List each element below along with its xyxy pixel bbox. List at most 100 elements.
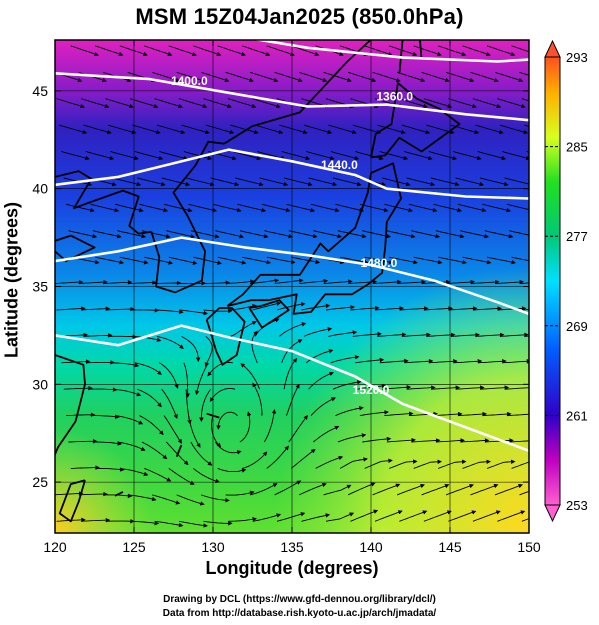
streamline-arrow <box>372 279 402 285</box>
streamline-arrow <box>379 358 409 364</box>
streamline-arrow <box>426 332 456 338</box>
streamline-arrow <box>95 256 125 265</box>
streamline-arrow <box>494 279 525 285</box>
streamline-arrow <box>362 436 392 443</box>
streamline-arrow <box>438 256 467 265</box>
streamline-arrow <box>286 383 300 416</box>
streamline-arrow <box>252 301 282 311</box>
data-credit: Data from http://database.rish.kyoto-u.a… <box>162 608 437 619</box>
streamline-arrow <box>119 467 149 476</box>
streamline-arrow <box>460 438 490 443</box>
contour-line <box>252 40 529 63</box>
streamline-arrow <box>217 45 246 57</box>
streamline-arrow <box>68 230 98 239</box>
streamline-arrow <box>323 71 352 83</box>
streamline-arrow <box>445 71 475 83</box>
streamline-arrow <box>305 349 334 364</box>
streamline-arrow <box>163 415 182 444</box>
streamline-arrow <box>288 415 308 443</box>
streamline-arrow <box>421 71 450 83</box>
streamline-arrow <box>168 256 198 265</box>
streamline-arrow <box>105 306 135 312</box>
streamline-arrow <box>448 510 477 522</box>
contour-line <box>55 72 529 122</box>
streamline-arrow <box>298 71 328 83</box>
streamline-arrow <box>266 45 295 57</box>
streamline-arrow <box>159 151 188 161</box>
y-tick-label: 35 <box>32 279 48 295</box>
streamline-arrow <box>190 441 213 466</box>
streamline-arrow <box>475 332 505 338</box>
y-tick-label: 45 <box>32 83 48 99</box>
streamline-arrow <box>506 203 529 211</box>
streamline-arrow <box>61 151 90 161</box>
streamline-arrow <box>401 124 431 135</box>
colorbar-tick-label: 277 <box>566 229 588 244</box>
streamline-arrow <box>242 45 271 57</box>
streamline-arrow <box>479 385 510 390</box>
streamline-arrow <box>152 494 181 505</box>
streamline-arrow <box>90 203 120 213</box>
contour-line <box>55 324 529 453</box>
streamline-arrow <box>55 279 84 285</box>
streamline-arrow <box>433 411 463 417</box>
streamline-arrow <box>139 203 169 213</box>
streamline-arrow <box>299 278 329 285</box>
streamline-arrow <box>212 203 242 213</box>
streamline-arrow <box>58 124 88 135</box>
streamline-arrow <box>178 98 208 109</box>
streamline-arrow <box>372 71 401 83</box>
colorbar-tick-label: 261 <box>566 408 588 423</box>
streamline-arrow <box>55 491 84 496</box>
streamline-arrow <box>227 98 257 109</box>
streamline-arrow <box>161 177 191 187</box>
streamline-arrow <box>372 483 401 496</box>
streamline-arrow <box>249 71 279 83</box>
streamline-arrow <box>364 45 393 57</box>
streamline-arrow <box>178 520 208 528</box>
streamline-arrow <box>290 448 316 469</box>
streamline-arrow <box>386 230 416 239</box>
streamline-arrow <box>448 306 478 311</box>
streamline-arrow <box>423 510 452 522</box>
streamline-arrow <box>203 308 233 314</box>
streamline-arrow <box>209 388 236 402</box>
streamline-arrow <box>509 230 529 236</box>
streamline-arrow <box>188 203 218 213</box>
streamline-arrow <box>139 415 164 436</box>
streamline-arrow <box>482 203 512 213</box>
streamline-arrow <box>201 71 230 83</box>
y-axis-label: Latitude (degrees) <box>1 201 22 359</box>
streamline-arrow <box>406 177 436 187</box>
streamline-arrow <box>384 411 414 417</box>
streamline-arrow <box>430 177 460 187</box>
streamline-arrow <box>201 494 230 503</box>
streamline-arrow <box>315 455 344 469</box>
streamline-arrow <box>161 388 178 420</box>
streamline-arrow <box>339 457 368 469</box>
streamline-arrow <box>81 517 111 523</box>
streamline-arrow <box>279 322 307 337</box>
streamline-arrow <box>274 278 304 285</box>
streamline-arrow <box>502 359 529 364</box>
streamline-arrow <box>501 151 529 161</box>
axis-ticks: 120 125 130 135 140 145 150 25 30 35 40 45 <box>32 40 541 555</box>
contour-line <box>55 148 529 200</box>
streamline-arrow <box>154 520 184 528</box>
streamline-arrow <box>328 330 358 337</box>
streamline-arrow <box>117 230 147 239</box>
streamline-arrow <box>110 362 140 368</box>
streamline-arrow <box>377 332 407 337</box>
coastline <box>248 299 290 329</box>
streamline-arrow <box>216 411 238 430</box>
streamline-arrow <box>430 385 461 390</box>
streamline-arrow <box>313 230 343 239</box>
streamline-arrow <box>433 203 463 213</box>
streamline-arrow <box>335 203 365 213</box>
streamline-arrow <box>411 230 441 239</box>
coastline <box>55 354 86 457</box>
streamline-arrow <box>261 203 291 213</box>
contour-label: 1440.0 <box>321 158 358 172</box>
streamline-arrow <box>103 280 133 285</box>
streamline-arrow <box>389 256 418 265</box>
